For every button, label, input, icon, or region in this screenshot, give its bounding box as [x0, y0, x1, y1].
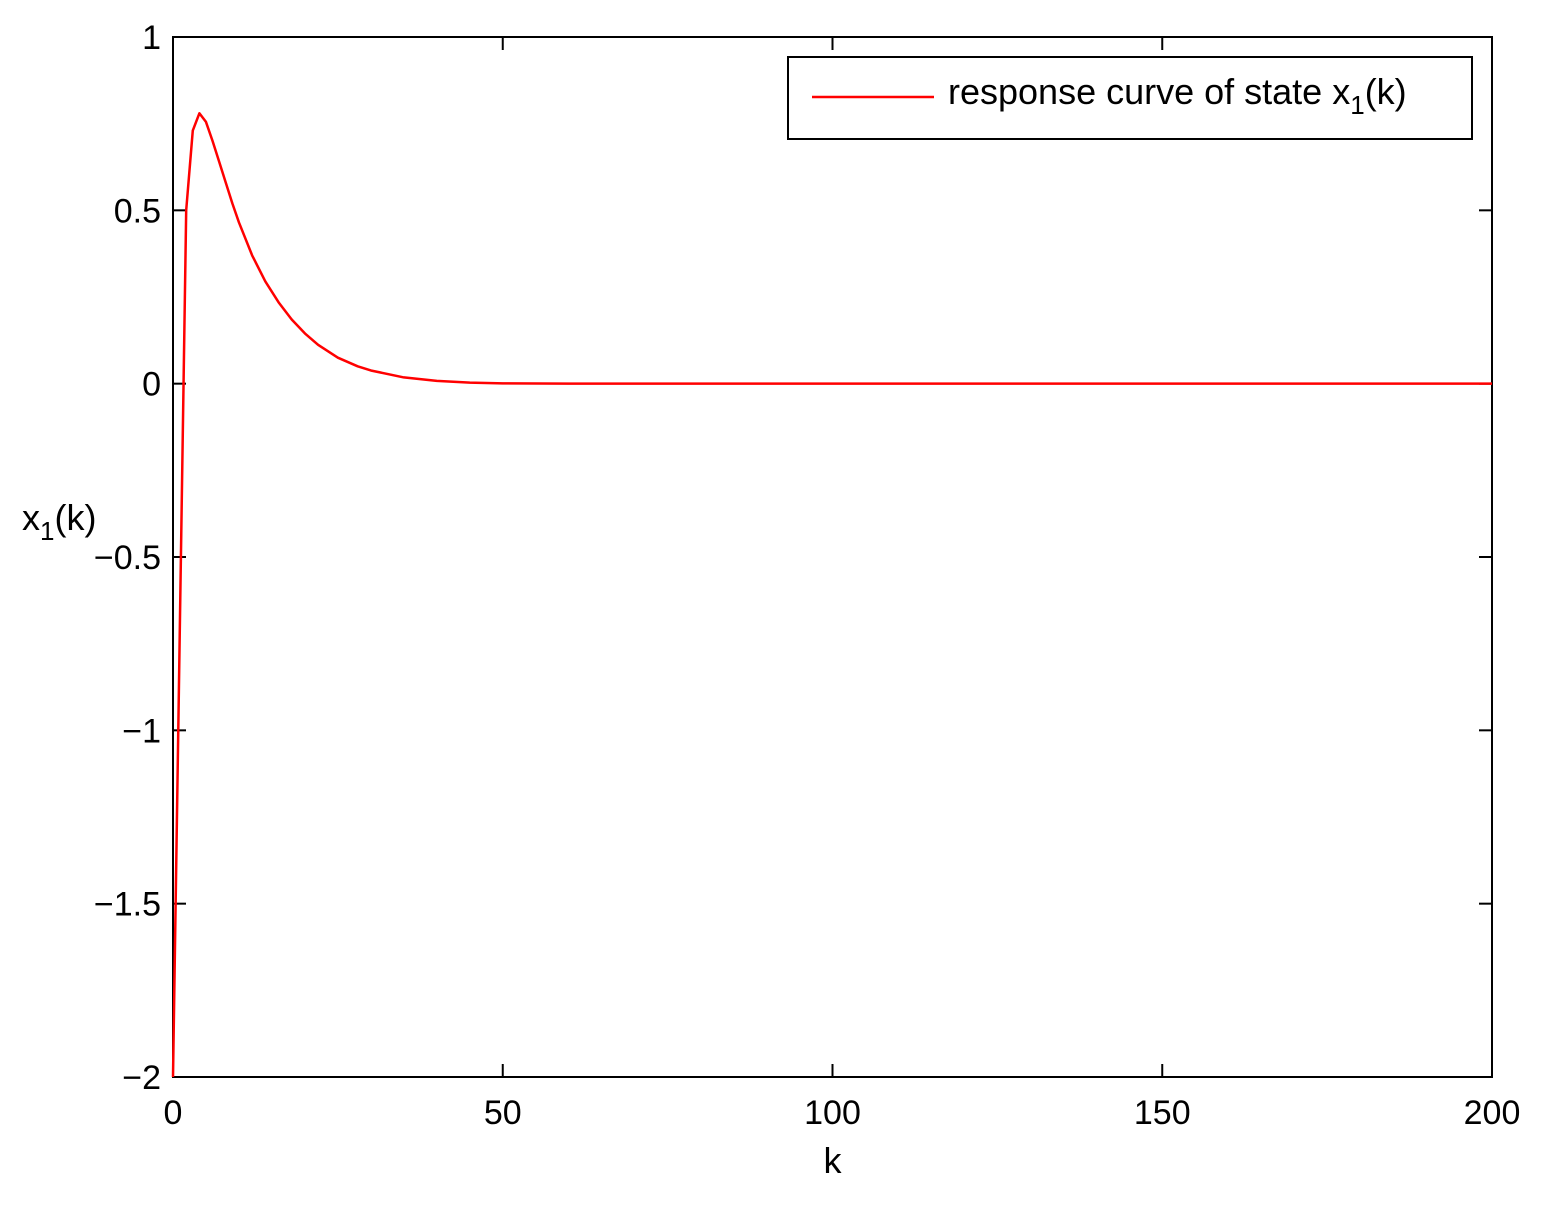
y-axis-label-base: x: [22, 497, 40, 538]
plot-area: [172, 36, 1493, 1078]
y-tick-label: 1: [142, 19, 161, 57]
y-axis-label-subscript: 1: [40, 516, 54, 546]
x-axis-label: k: [824, 1140, 843, 1181]
series-line: [171, 112, 1492, 1078]
plot-frame: [172, 36, 1493, 1078]
axis-tick-labels: 0 50 100 150 200 1 0.5 0 −0.5 −1 −1.5 −2: [94, 19, 1520, 1132]
y-tick-label: −0.5: [94, 539, 161, 577]
x-tick-label: 50: [484, 1094, 522, 1132]
legend-entry-subscript: 1: [1350, 90, 1364, 120]
axis-ticks: [172, 36, 1493, 1078]
series-layer: [171, 112, 1492, 1078]
y-axis-label: x1(k): [22, 497, 96, 546]
y-tick-label: −1.5: [94, 886, 161, 924]
legend: response curve of state x1(k): [787, 56, 1473, 140]
y-tick-label: −2: [122, 1059, 161, 1097]
legend-entry-suffix: (k): [1365, 71, 1407, 112]
y-tick-label: 0: [142, 366, 161, 404]
legend-entry-text: response curve of state x: [948, 71, 1350, 112]
x-tick-label: 0: [164, 1094, 183, 1132]
x-tick-label: 100: [804, 1094, 861, 1132]
y-axis-label-suffix: (k): [54, 497, 96, 538]
y-tick-label: −1: [122, 712, 161, 750]
x-tick-label: 200: [1464, 1094, 1521, 1132]
y-tick-label: 0.5: [114, 192, 161, 230]
legend-entry-label: response curve of state x1(k): [948, 71, 1407, 120]
x-tick-label: 150: [1134, 1094, 1191, 1132]
